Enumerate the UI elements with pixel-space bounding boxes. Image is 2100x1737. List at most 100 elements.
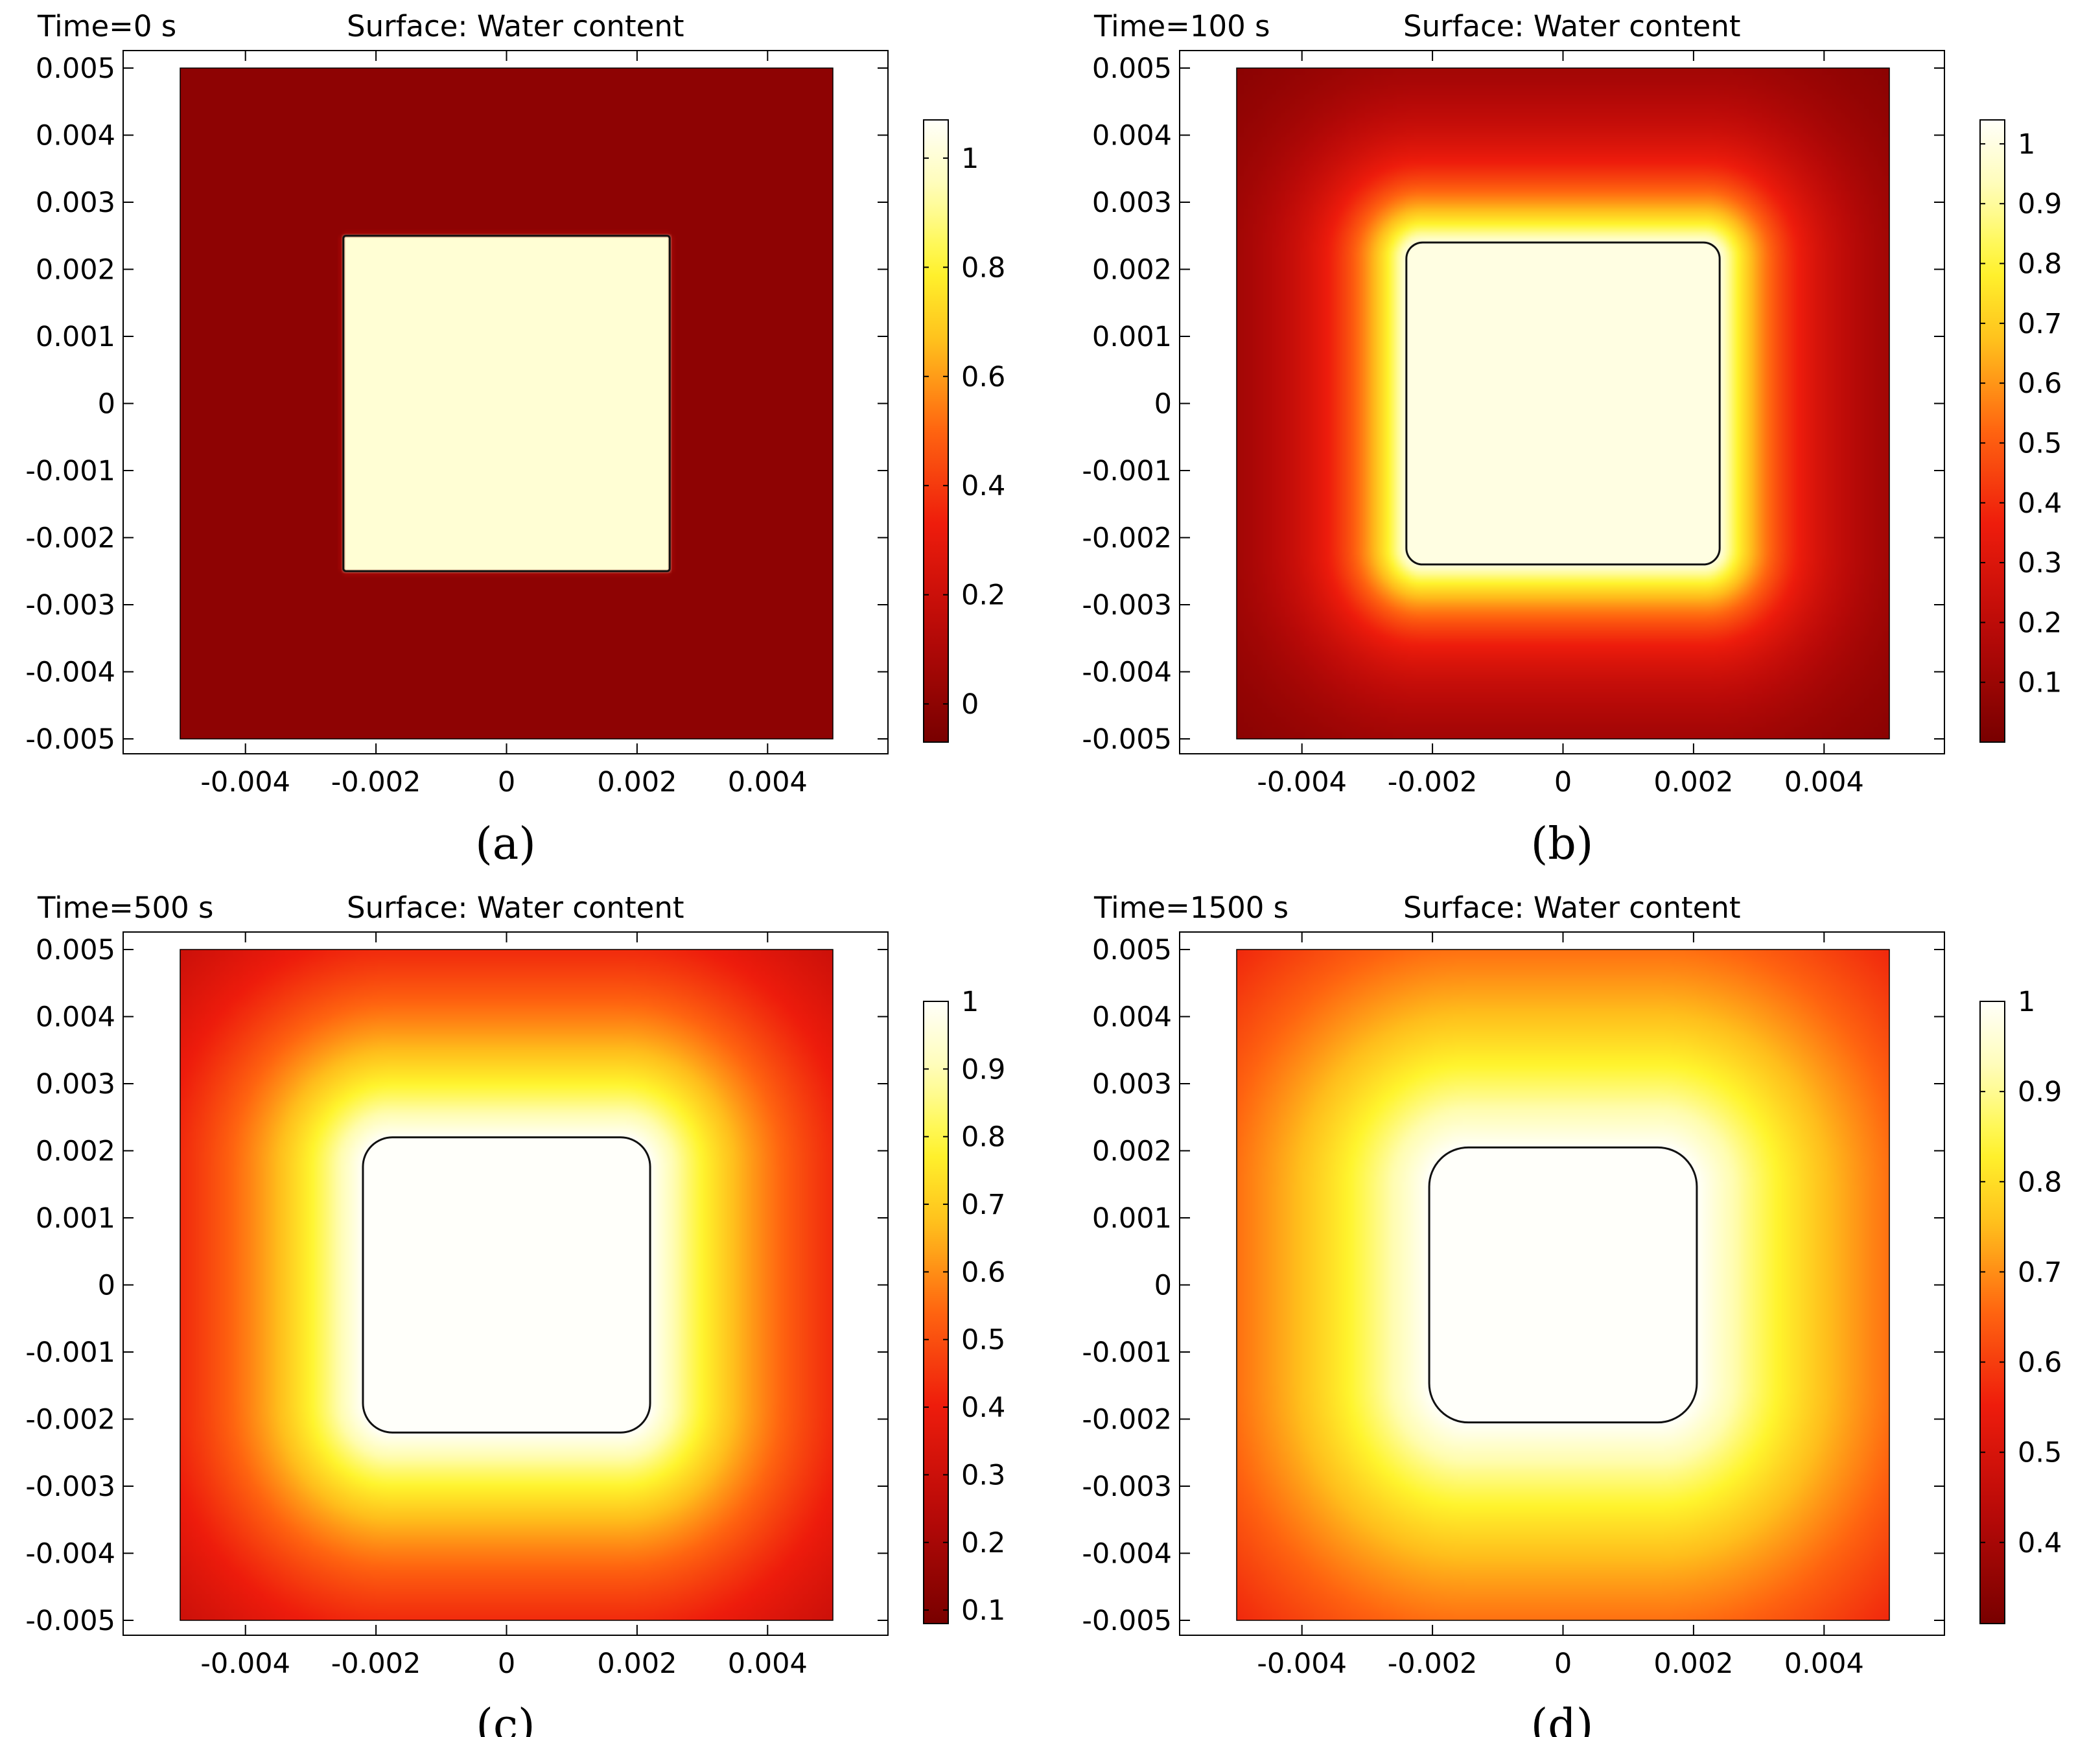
y-tick-label: -0.004 [1082, 1538, 1172, 1570]
domain-boundary [180, 949, 834, 1621]
time-label: Time=0 s [37, 9, 176, 43]
y-tick-label: 0.003 [36, 187, 115, 219]
x-tick-label: -0.002 [331, 1648, 421, 1680]
colorbar-tick-label: 0.9 [961, 1053, 1005, 1086]
colorbar-tick-label: 0.1 [961, 1594, 1005, 1627]
x-tick-label: 0.004 [1784, 1648, 1864, 1680]
heatmap-field [180, 68, 833, 739]
colorbar-tick-label: 0.4 [2018, 1527, 2062, 1559]
colorbar-tick-label: 0.6 [2018, 367, 2062, 400]
colorbar-tick-label: 0.4 [2018, 487, 2062, 520]
colorbar-tick-label: 0.7 [961, 1189, 1005, 1221]
domain-boundary [180, 67, 834, 740]
axes-frame [122, 931, 889, 1636]
y-tick-label: 0.001 [1092, 1202, 1172, 1235]
x-tick-label: 0.002 [597, 1648, 677, 1680]
colorbar-tick-label: 0.8 [961, 1121, 1005, 1154]
colorbar-tick-label: 1 [961, 143, 979, 175]
y-tick-label: 0.005 [1092, 52, 1172, 85]
y-tick-label: -0.004 [1082, 657, 1172, 689]
colorbar-tick-label: 0.9 [2018, 1076, 2062, 1108]
y-tick-label: 0.001 [36, 321, 115, 353]
y-tick-label: -0.002 [1082, 522, 1172, 555]
x-tick-label: 0 [498, 1648, 515, 1680]
y-tick-label: -0.005 [25, 1605, 115, 1637]
x-tick-label: 0 [1554, 766, 1572, 799]
time-label: Time=500 s [37, 891, 213, 925]
y-tick-label: -0.001 [25, 1336, 115, 1369]
x-tick-label: -0.004 [1257, 766, 1347, 799]
y-tick-label: 0.001 [36, 1202, 115, 1235]
y-tick-label: 0.002 [1092, 1136, 1172, 1168]
colorbar-tick-label: 1 [2018, 986, 2035, 1018]
inner-square-contour [362, 1136, 651, 1434]
panel-label: (b) [1531, 819, 1594, 870]
colorbar-tick-label: 0.8 [961, 251, 1005, 284]
y-tick-label: 0.004 [1092, 120, 1172, 152]
y-tick-label: -0.002 [25, 522, 115, 555]
panel-label: (a) [475, 819, 536, 870]
x-tick-label: 0.002 [1653, 1648, 1733, 1680]
plot-title: Surface: Water content [1403, 9, 1741, 43]
panel-label: (c) [476, 1700, 535, 1737]
y-tick-label: -0.003 [1082, 589, 1172, 622]
y-tick-label: -0.005 [25, 723, 115, 756]
y-tick-label: 0.004 [1092, 1001, 1172, 1034]
axes-frame [122, 50, 889, 754]
colorbar-tick-label: 0.5 [961, 1324, 1005, 1357]
x-tick-label: -0.004 [1257, 1648, 1347, 1680]
x-tick-label: -0.004 [200, 1648, 290, 1680]
x-tick-label: 0.002 [1653, 766, 1733, 799]
domain-boundary [1236, 949, 1890, 1621]
colorbar-tick-label: 0.2 [961, 1527, 1005, 1559]
y-tick-label: -0.002 [1082, 1404, 1172, 1436]
y-tick-label: 0.003 [36, 1068, 115, 1101]
colorbar-tick-label: 0 [961, 688, 979, 721]
x-tick-label: 0.004 [1784, 766, 1864, 799]
y-tick-label: -0.001 [1082, 455, 1172, 487]
colorbar-tick-label: 0.1 [2018, 667, 2062, 699]
y-tick-label: -0.003 [1082, 1471, 1172, 1503]
y-tick-label: -0.002 [25, 1404, 115, 1436]
x-tick-label: 0.004 [728, 1648, 808, 1680]
y-tick-label: 0.001 [1092, 321, 1172, 353]
y-tick-label: 0.002 [36, 254, 115, 286]
inner-square-contour [1405, 241, 1721, 566]
y-tick-label: -0.003 [25, 1471, 115, 1503]
y-tick-label: -0.005 [1082, 1605, 1172, 1637]
y-tick-label: 0.005 [36, 52, 115, 85]
colorbar-tick-label: 0.2 [961, 579, 1005, 612]
x-tick-label: -0.002 [1388, 766, 1478, 799]
colorbar-tick-label: 0.9 [2018, 188, 2062, 220]
colorbar-tick-label: 0.2 [2018, 607, 2062, 639]
colorbar-tick-label: 0.7 [2018, 308, 2062, 340]
colorbar-tick-label: 1 [961, 986, 979, 1018]
y-tick-label: 0.003 [1092, 1068, 1172, 1101]
panel-a: -0.004 -0.002 0 0.002 0.004 0.005 0.004 0.003 0.… [25, 9, 1005, 870]
colorbar-tick-label: 0.5 [2018, 427, 2062, 460]
colorbar [1979, 1001, 2005, 1624]
colorbar-tick-label: 0.7 [2018, 1256, 2062, 1288]
panel-c: -0.004 -0.002 0 0.002 0.004 0.005 0.004 0.003 0.… [25, 891, 1005, 1737]
y-tick-label: 0 [98, 388, 115, 421]
plot-title: Surface: Water content [1403, 891, 1741, 925]
y-tick-label: 0 [1154, 1270, 1172, 1302]
panel-label: (d) [1531, 1700, 1594, 1737]
y-tick-label: 0 [1154, 388, 1172, 421]
time-label: Time=1500 s [1093, 891, 1289, 925]
colorbar-tick-label: 0.3 [2018, 547, 2062, 579]
colorbar-tick-label: 0.8 [2018, 248, 2062, 281]
heatmap-field [1237, 950, 1889, 1620]
colorbar-tick-label: 0.4 [961, 470, 1005, 502]
y-tick-label: 0.004 [36, 1001, 115, 1034]
colorbar-tick-label: 0.4 [961, 1392, 1005, 1424]
y-tick-label: 0.005 [1092, 934, 1172, 966]
x-tick-label: -0.002 [1388, 1648, 1478, 1680]
x-tick-label: 0.002 [597, 766, 677, 799]
x-tick-label: 0 [1554, 1648, 1572, 1680]
y-tick-label: -0.005 [1082, 723, 1172, 756]
heatmap-field [180, 950, 833, 1620]
y-tick-label: 0.002 [36, 1136, 115, 1168]
colorbar-tick-label: 0.6 [961, 1256, 1005, 1288]
